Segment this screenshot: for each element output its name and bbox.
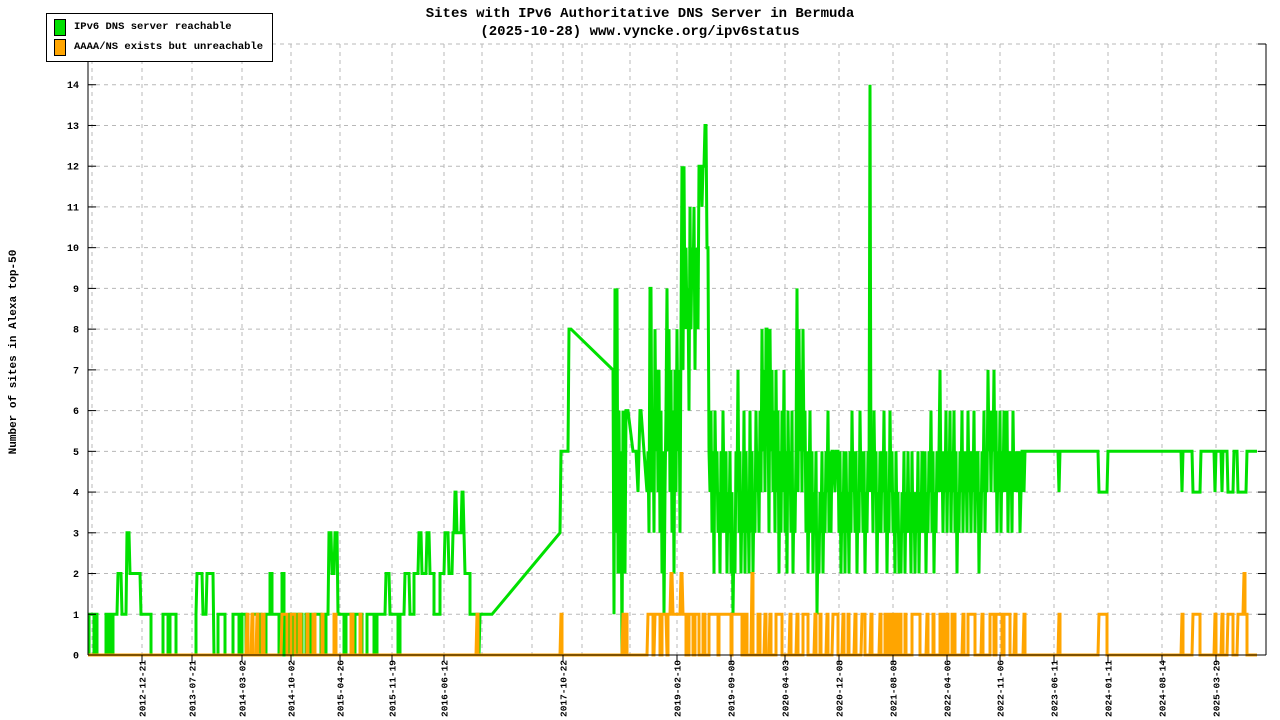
x-tick-label: 2024-01-11	[1104, 660, 1115, 717]
y-axis-title: Number of sites in Alexa top-50	[8, 249, 20, 455]
y-tick-label: 9	[73, 285, 79, 296]
x-tick-label: 2015-11-19	[388, 660, 399, 717]
legend-row-unreachable: AAAA/NS exists but unreachable	[54, 37, 263, 57]
x-tick-label: 2015-04-26	[336, 660, 347, 717]
x-tick-label: 2019-02-10	[673, 660, 684, 717]
y-tick-label: 13	[67, 122, 79, 133]
x-tick-label: 2013-07-21	[188, 660, 199, 717]
chart-title: Sites with IPv6 Authoritative DNS Server…	[425, 6, 855, 22]
x-tick-label: 2017-10-22	[559, 660, 570, 717]
y-tick-label: 3	[73, 529, 79, 540]
chart-title-block: Sites with IPv6 Authoritative DNS Server…	[0, 5, 1280, 41]
x-tick-label: 2014-03-02	[238, 660, 249, 717]
legend-row-reachable: IPv6 DNS server reachable	[54, 17, 263, 37]
y-tick-label: 6	[73, 407, 79, 418]
y-tick-label: 0	[73, 652, 79, 663]
y-tick-label: 7	[73, 366, 79, 377]
x-tick-label: 2025-03-29	[1212, 660, 1223, 717]
legend-label-reachable: IPv6 DNS server reachable	[74, 21, 232, 33]
chart-subtitle: (2025-10-28) www.vyncke.org/ipv6status	[480, 24, 800, 40]
legend-label-unreachable: AAAA/NS exists but unreachable	[74, 41, 264, 53]
y-tick-label: 1	[73, 611, 79, 622]
x-tick-label: 2016-06-12	[440, 660, 451, 717]
x-tick-label: 2022-04-06	[943, 660, 954, 717]
y-tick-label: 4	[73, 489, 79, 500]
x-tick-label: 2014-10-02	[287, 660, 298, 717]
y-tick-label: 10	[67, 244, 79, 255]
x-tick-label: 2021-08-08	[889, 660, 900, 717]
y-tick-label: 8	[73, 326, 79, 337]
x-tick-label: 2022-11-06	[996, 660, 1007, 717]
legend-key-reachable-swatch	[54, 18, 66, 36]
legend-key-unreachable-swatch	[54, 38, 66, 56]
y-tick-label: 5	[73, 448, 79, 459]
series-reachable-line	[87, 84, 1257, 657]
x-tick-label: 2024-08-14	[1158, 660, 1169, 717]
x-tick-label: 2023-06-11	[1050, 660, 1061, 717]
y-tick-label: 12	[67, 163, 79, 174]
x-tick-label: 2020-12-08	[835, 660, 846, 717]
y-tick-label: 11	[67, 203, 79, 214]
x-tick-label: 2020-04-03	[781, 660, 792, 717]
x-tick-label: 2019-09-08	[727, 660, 738, 717]
x-tick-label: 2012-12-21	[138, 660, 149, 717]
y-tick-label: 14	[67, 81, 79, 92]
y-tick-label: 2	[73, 570, 79, 581]
legend: IPv6 DNS server reachable AAAA/NS exists…	[46, 13, 274, 62]
